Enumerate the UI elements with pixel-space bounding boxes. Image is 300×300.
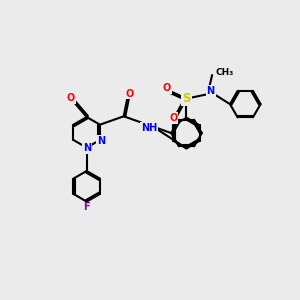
Text: N: N — [98, 136, 106, 146]
Text: NH: NH — [141, 123, 157, 133]
Text: O: O — [66, 93, 75, 103]
Text: O: O — [163, 83, 171, 93]
Text: O: O — [169, 113, 177, 123]
Text: O: O — [125, 88, 134, 98]
Text: N: N — [207, 86, 215, 96]
Text: N: N — [82, 142, 91, 153]
Text: CH₃: CH₃ — [215, 68, 233, 77]
Text: F: F — [83, 202, 90, 212]
Text: S: S — [182, 92, 191, 105]
